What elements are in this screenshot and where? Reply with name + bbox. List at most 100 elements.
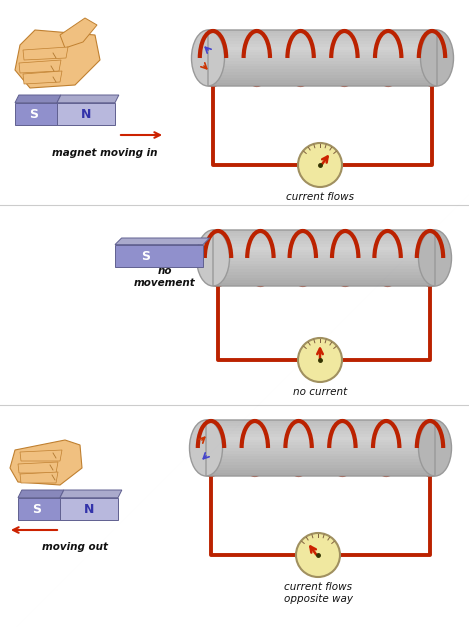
Bar [213, 253, 435, 255]
Bar [213, 255, 435, 258]
Bar [208, 44, 437, 47]
Bar [213, 275, 435, 278]
Bar [57, 103, 115, 125]
Text: magnet moving in: magnet moving in [52, 148, 158, 158]
Bar [213, 241, 435, 244]
Bar [208, 36, 437, 38]
Bar [208, 63, 437, 66]
Bar [208, 55, 437, 58]
Bar [206, 462, 435, 465]
Ellipse shape [191, 30, 225, 86]
Text: no current: no current [293, 387, 347, 397]
Bar [60, 498, 118, 520]
Text: current flows: current flows [286, 192, 354, 202]
Circle shape [298, 338, 342, 382]
Bar [208, 69, 437, 72]
Ellipse shape [421, 30, 454, 86]
Bar [208, 53, 437, 55]
Bar [213, 236, 435, 238]
Bar [206, 459, 435, 462]
Bar [208, 78, 437, 80]
Bar [18, 498, 60, 520]
Bar [213, 250, 435, 253]
Bar [208, 33, 437, 36]
Polygon shape [20, 450, 62, 461]
Bar [206, 453, 435, 456]
Bar [206, 426, 435, 428]
Polygon shape [23, 47, 68, 60]
Bar [213, 244, 435, 247]
Ellipse shape [418, 230, 452, 286]
Bar [213, 238, 435, 241]
Ellipse shape [418, 420, 452, 476]
Bar [213, 278, 435, 280]
Bar [213, 266, 435, 269]
Polygon shape [20, 472, 58, 483]
Bar [208, 41, 437, 44]
Bar [208, 83, 437, 86]
Bar [213, 261, 435, 263]
Text: N: N [84, 503, 94, 516]
Polygon shape [15, 95, 61, 103]
Bar [213, 283, 435, 286]
Text: S: S [32, 503, 41, 516]
Bar [206, 465, 435, 468]
Bar [208, 61, 437, 63]
Polygon shape [18, 490, 64, 498]
Bar [208, 38, 437, 41]
Bar [206, 434, 435, 437]
Bar [206, 423, 435, 426]
Polygon shape [115, 238, 210, 245]
Bar [15, 103, 57, 125]
Bar [208, 66, 437, 69]
Bar [206, 428, 435, 431]
Bar [213, 280, 435, 283]
Polygon shape [57, 95, 119, 103]
Text: S: S [30, 108, 38, 121]
Bar [206, 456, 435, 459]
Bar [213, 230, 435, 233]
Polygon shape [18, 462, 58, 473]
Bar [208, 75, 437, 78]
Circle shape [296, 533, 340, 577]
Bar [206, 445, 435, 448]
Bar [208, 58, 437, 61]
Text: S: S [141, 250, 150, 263]
FancyBboxPatch shape [206, 420, 435, 476]
Bar [206, 470, 435, 473]
Bar [208, 80, 437, 83]
Bar [213, 269, 435, 272]
Bar [213, 263, 435, 266]
Bar [206, 420, 435, 423]
Text: no
movement: no movement [134, 266, 196, 288]
Text: current flows
opposite way: current flows opposite way [283, 582, 353, 604]
FancyBboxPatch shape [208, 30, 437, 86]
Bar [115, 245, 203, 266]
Bar [206, 468, 435, 470]
Text: moving out: moving out [42, 542, 108, 552]
Polygon shape [60, 490, 122, 498]
Bar [213, 258, 435, 261]
Bar [206, 451, 435, 453]
Ellipse shape [189, 420, 222, 476]
Polygon shape [19, 60, 61, 73]
Bar [208, 72, 437, 75]
Bar [213, 272, 435, 275]
Bar [206, 473, 435, 476]
Bar [206, 448, 435, 451]
Bar [208, 50, 437, 53]
Bar [213, 233, 435, 236]
Polygon shape [10, 440, 82, 485]
Bar [206, 440, 435, 443]
Bar [208, 47, 437, 50]
Bar [206, 431, 435, 434]
Ellipse shape [197, 230, 229, 286]
Polygon shape [23, 71, 62, 84]
Bar [213, 247, 435, 250]
Bar [208, 30, 437, 33]
Circle shape [298, 143, 342, 187]
Polygon shape [15, 30, 100, 88]
Bar [206, 443, 435, 445]
FancyBboxPatch shape [213, 230, 435, 286]
Bar [206, 437, 435, 440]
